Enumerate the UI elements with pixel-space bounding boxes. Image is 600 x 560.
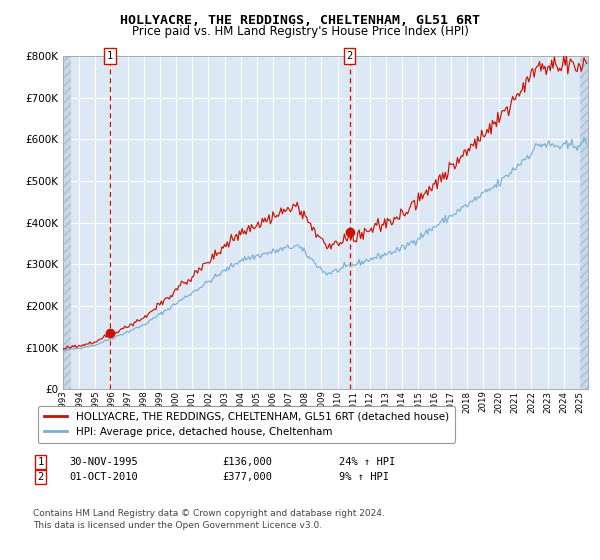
Text: £377,000: £377,000 — [222, 472, 272, 482]
Text: Price paid vs. HM Land Registry's House Price Index (HPI): Price paid vs. HM Land Registry's House … — [131, 25, 469, 39]
Text: 9% ↑ HPI: 9% ↑ HPI — [339, 472, 389, 482]
Text: 2: 2 — [38, 472, 44, 482]
Text: Contains HM Land Registry data © Crown copyright and database right 2024.
This d: Contains HM Land Registry data © Crown c… — [33, 509, 385, 530]
Text: 01-OCT-2010: 01-OCT-2010 — [69, 472, 138, 482]
Text: 2: 2 — [347, 51, 353, 61]
Text: 1: 1 — [107, 51, 113, 61]
Bar — [63, 56, 71, 389]
Legend: HOLLYACRE, THE REDDINGS, CHELTENHAM, GL51 6RT (detached house), HPI: Average pri: HOLLYACRE, THE REDDINGS, CHELTENHAM, GL5… — [38, 405, 455, 444]
Text: HOLLYACRE, THE REDDINGS, CHELTENHAM, GL51 6RT: HOLLYACRE, THE REDDINGS, CHELTENHAM, GL5… — [120, 14, 480, 27]
Text: 1: 1 — [38, 457, 44, 467]
Text: 30-NOV-1995: 30-NOV-1995 — [69, 457, 138, 467]
Bar — [580, 56, 588, 389]
Text: 24% ↑ HPI: 24% ↑ HPI — [339, 457, 395, 467]
Text: £136,000: £136,000 — [222, 457, 272, 467]
